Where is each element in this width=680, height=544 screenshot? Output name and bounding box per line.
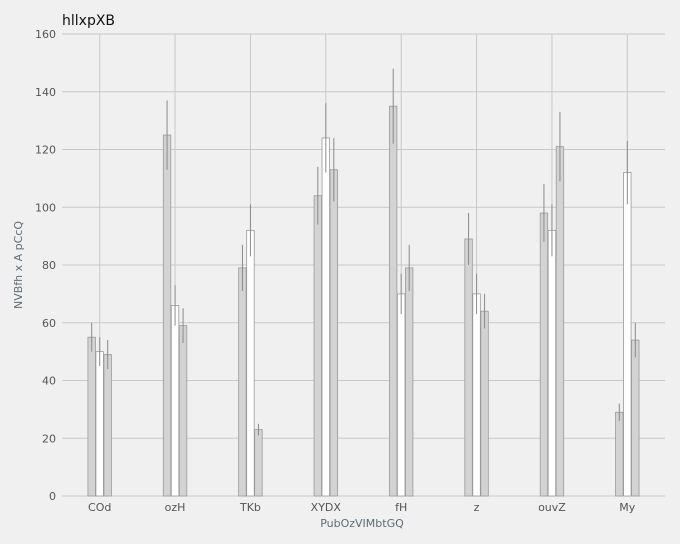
bar xyxy=(472,293,481,497)
bar xyxy=(162,134,172,497)
bar xyxy=(329,169,338,497)
y-tick-label: 140 xyxy=(35,86,56,99)
y-tick-label: 160 xyxy=(35,28,56,41)
x-tick-label: TKb xyxy=(239,501,261,514)
bar xyxy=(95,351,104,497)
y-tick-label: 20 xyxy=(42,432,56,445)
bar xyxy=(178,325,188,497)
y-tick-label: 0 xyxy=(49,490,56,503)
bar xyxy=(615,411,624,497)
bar xyxy=(547,229,557,497)
x-tick-label: COd xyxy=(88,501,111,514)
x-tick-label: fH xyxy=(395,501,407,514)
x-tick-label: ozH xyxy=(165,501,186,514)
bar xyxy=(103,354,112,497)
x-tick-label: ouvZ xyxy=(538,501,566,514)
bar xyxy=(238,267,247,497)
bar xyxy=(87,336,96,497)
y-tick-label: 60 xyxy=(42,317,56,330)
y-tick-label: 80 xyxy=(42,259,56,272)
y-tick-label: 100 xyxy=(35,201,56,214)
bar xyxy=(480,310,489,497)
bar xyxy=(170,305,180,497)
bar xyxy=(321,137,330,497)
y-axis-ticks: 0 20 40 60 80 100 120 140 160 xyxy=(35,28,56,503)
x-tick-label: XYDX xyxy=(311,501,342,514)
bar xyxy=(464,238,473,497)
x-axis-label: PubOzVIMbtGQ xyxy=(320,517,404,530)
y-tick-label: 120 xyxy=(35,144,56,157)
bar xyxy=(631,339,640,497)
y-axis-label: NVBfh x A pCcQ xyxy=(12,221,25,309)
chart-title: hllxpXB xyxy=(62,13,115,29)
x-tick-label: z xyxy=(474,501,480,514)
bar xyxy=(313,195,322,497)
bar xyxy=(389,105,398,497)
y-tick-label: 40 xyxy=(42,375,56,388)
grid xyxy=(62,33,665,497)
x-axis-ticks: COd ozH TKb XYDX fH z ouvZ My xyxy=(88,501,636,514)
bars xyxy=(87,68,640,497)
bar xyxy=(623,172,632,497)
bar xyxy=(539,212,549,497)
bar xyxy=(397,293,406,497)
bar xyxy=(254,429,263,497)
bar xyxy=(246,229,255,497)
bar xyxy=(405,267,414,497)
x-tick-label: My xyxy=(619,501,635,514)
bar xyxy=(555,146,565,497)
